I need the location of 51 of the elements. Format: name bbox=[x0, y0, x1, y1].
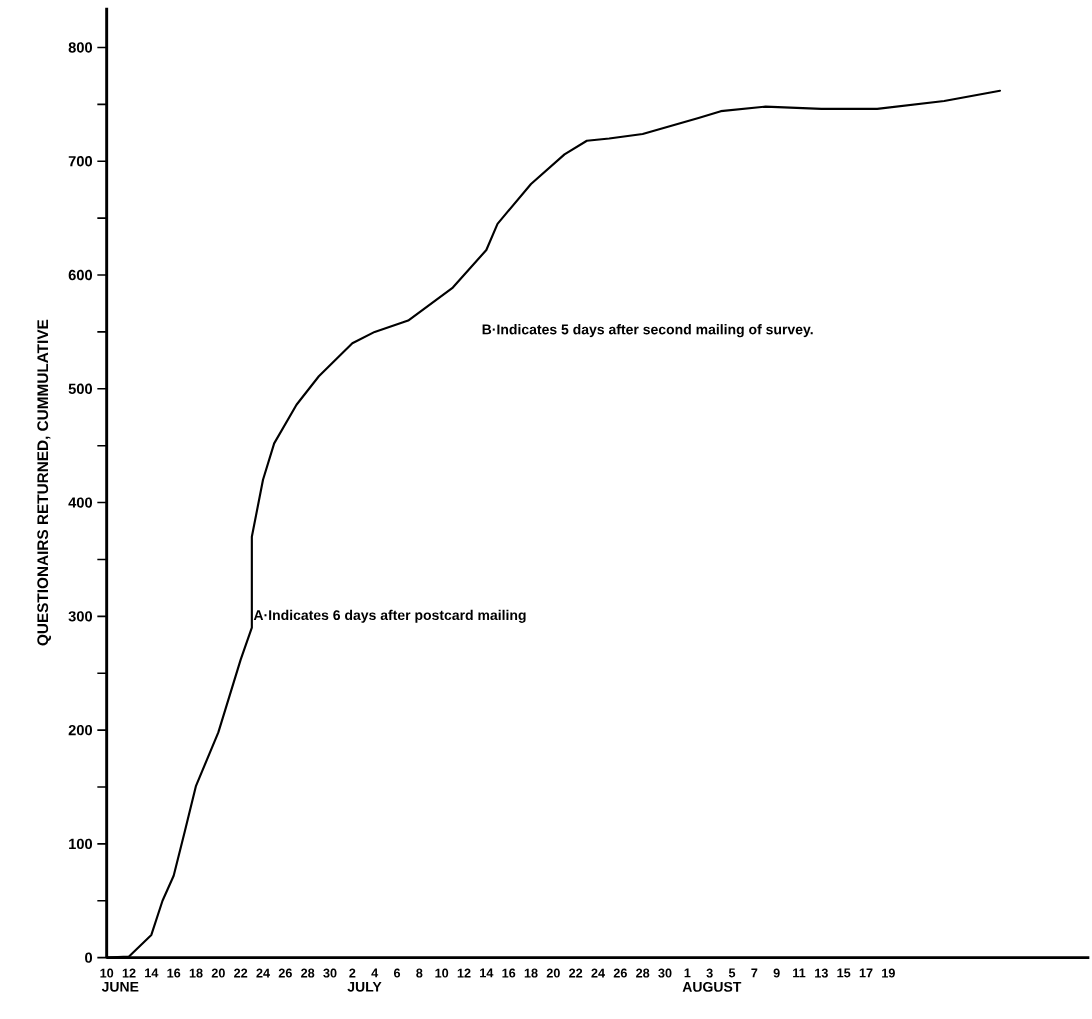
x-tick-label: 17 bbox=[859, 968, 873, 978]
y-tick-label: 100 bbox=[69, 838, 93, 850]
x-tick-label: 24 bbox=[591, 968, 605, 978]
x-tick-label: 28 bbox=[636, 968, 650, 978]
y-tick-label: 200 bbox=[68, 724, 93, 736]
x-tick-label: 4 bbox=[371, 968, 379, 978]
text: AUGUST bbox=[682, 981, 742, 992]
y-tick-label: 500 bbox=[68, 383, 93, 394]
x-tick-label: 10 bbox=[100, 968, 114, 978]
x-tick-label: 16 bbox=[167, 968, 181, 978]
annotation: A·Indicates 6 days after postcard mailing bbox=[253, 609, 526, 623]
y-tick-label: 300 bbox=[68, 611, 93, 622]
x-tick-label: 30 bbox=[658, 968, 672, 978]
x-tick-label: 20 bbox=[546, 968, 560, 978]
y-tick-label: 800 bbox=[68, 42, 93, 53]
x-tick-label: 26 bbox=[278, 968, 292, 978]
x-tick-label: 15 bbox=[837, 968, 851, 978]
y-tick-label: 400 bbox=[68, 497, 93, 508]
x-tick-label: 18 bbox=[189, 968, 203, 978]
text: JULY bbox=[347, 981, 382, 992]
annotation: B·Indicates 5 days after second mailing of survey. bbox=[482, 324, 813, 338]
y-axis-title: QUESTIONAIRS RETURNED, CUMMULATIVE bbox=[37, 319, 51, 646]
y-tick-label: 0 bbox=[85, 952, 93, 963]
x-tick-label: 13 bbox=[815, 968, 828, 978]
x-tick-label: 3 bbox=[706, 968, 713, 978]
x-tick-label: 9 bbox=[773, 968, 780, 978]
x-tick-label: 28 bbox=[301, 968, 315, 978]
x-tick-label: 26 bbox=[613, 968, 627, 978]
x-tick-label: 6 bbox=[393, 968, 401, 978]
x-tick-label: 24 bbox=[256, 968, 270, 978]
x-tick-label: 7 bbox=[751, 968, 758, 978]
x-tick-label: 12 bbox=[122, 968, 136, 978]
x-tick-label: 12 bbox=[457, 968, 471, 978]
x-tick-label: 20 bbox=[211, 968, 225, 978]
text: JUNE bbox=[101, 981, 139, 992]
x-tick-label: 19 bbox=[882, 968, 895, 978]
x-tick-label: 18 bbox=[524, 968, 538, 978]
x-tick-label: 16 bbox=[502, 968, 516, 978]
x-tick-label: 11 bbox=[793, 968, 806, 978]
y-tick-label: 700 bbox=[68, 156, 93, 167]
x-tick-label: 30 bbox=[323, 968, 337, 978]
y-tick-label: 600 bbox=[68, 269, 93, 281]
x-tick-label: 22 bbox=[569, 968, 583, 978]
x-tick-label: 8 bbox=[416, 968, 423, 978]
x-tick-label: 14 bbox=[480, 968, 494, 978]
x-tick-label: 14 bbox=[145, 968, 159, 978]
x-tick-label: 1 bbox=[684, 968, 691, 978]
x-tick-label: 22 bbox=[234, 968, 248, 978]
x-tick-label: 5 bbox=[728, 968, 736, 978]
x-tick-label: 2 bbox=[349, 968, 356, 978]
x-tick-label: 10 bbox=[435, 968, 449, 978]
